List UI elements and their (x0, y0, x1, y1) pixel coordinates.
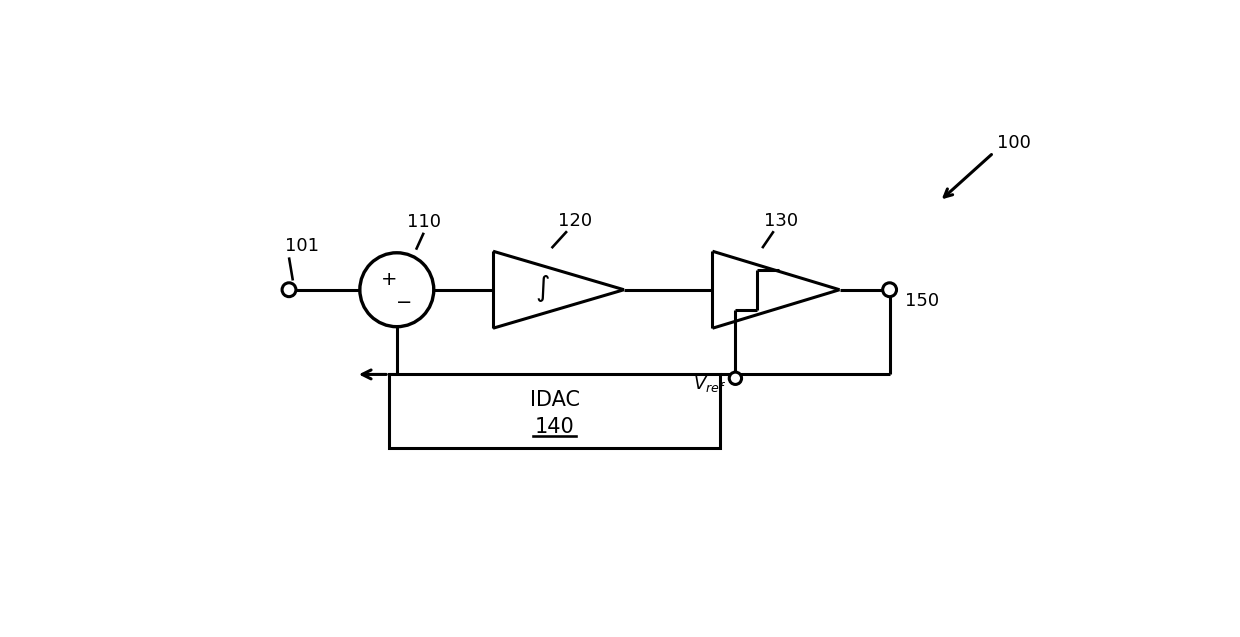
Text: 100: 100 (997, 134, 1032, 152)
Circle shape (360, 253, 434, 327)
Text: 140: 140 (534, 417, 574, 437)
Text: ∫: ∫ (536, 274, 551, 302)
Text: 120: 120 (558, 211, 591, 230)
Circle shape (883, 283, 897, 297)
Circle shape (281, 283, 296, 297)
Text: +: + (381, 270, 397, 289)
Text: 110: 110 (407, 213, 440, 231)
Text: $V_{ref}$: $V_{ref}$ (693, 375, 727, 394)
Circle shape (729, 372, 742, 385)
Text: 130: 130 (764, 211, 799, 230)
Text: IDAC: IDAC (529, 390, 579, 410)
Bar (389, 375, 720, 448)
Text: 101: 101 (285, 237, 319, 255)
Text: 150: 150 (905, 292, 939, 310)
Text: −: − (397, 292, 413, 311)
